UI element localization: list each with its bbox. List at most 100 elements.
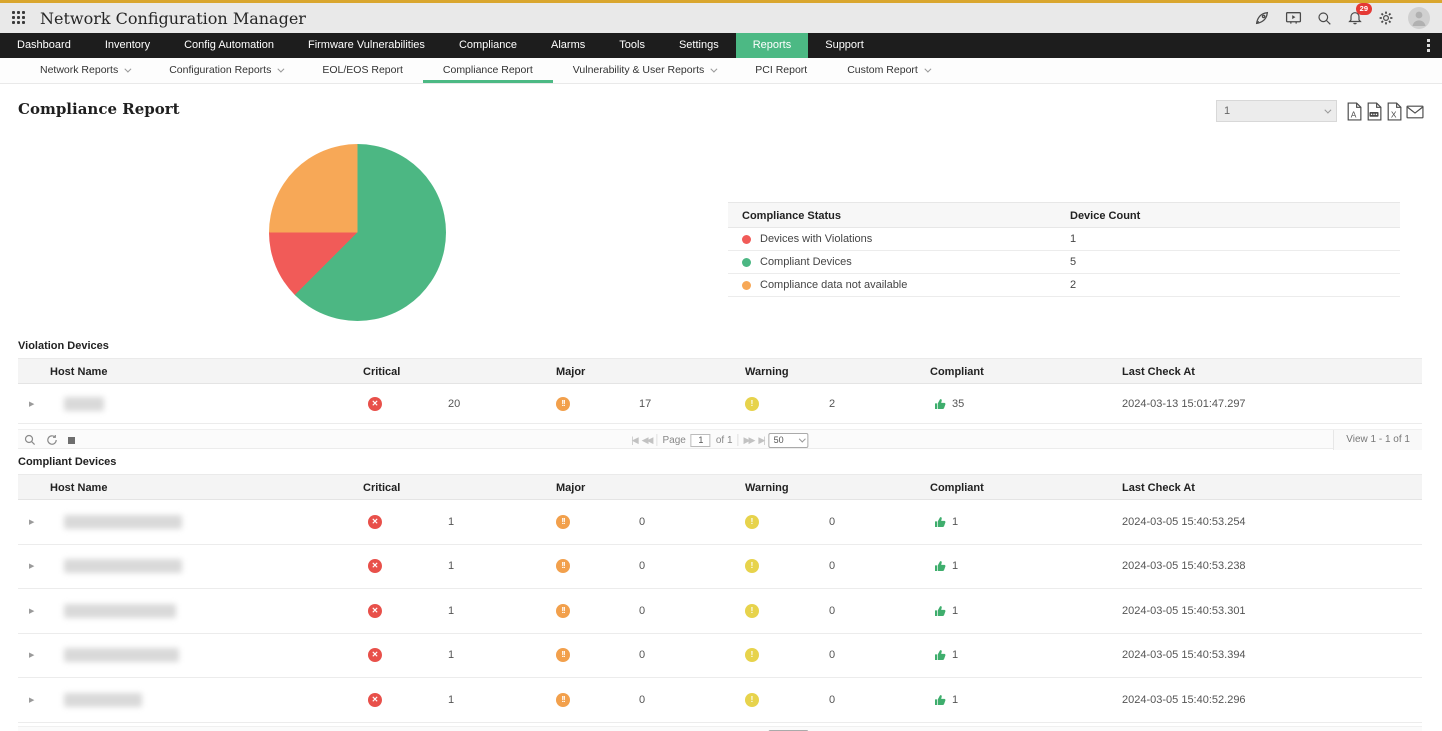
subnav-compliance-report[interactable]: Compliance Report xyxy=(423,58,553,83)
page-size-select[interactable]: 50 xyxy=(768,432,809,448)
green-dot-icon xyxy=(742,258,751,267)
redacted-host-name xyxy=(64,559,182,574)
thumbs-up-icon xyxy=(935,605,946,616)
major-icon: !! xyxy=(556,396,570,411)
table-header-row: Host Name Critical Major Warning Complia… xyxy=(18,358,1422,384)
violation-devices-title: Violation Devices xyxy=(18,340,109,352)
expand-row-icon[interactable]: ▶ xyxy=(29,696,35,704)
thumbs-up-icon xyxy=(935,516,946,527)
pagination-first-icon[interactable]: |◀ xyxy=(631,434,638,445)
critical-icon: ✕ xyxy=(368,396,382,411)
page-size-select[interactable]: 50 xyxy=(768,729,809,731)
view-range-label: View 1 - 1 of 1 xyxy=(1333,430,1422,450)
kebab-menu-icon[interactable] xyxy=(1415,33,1442,58)
expand-row-icon[interactable]: ▶ xyxy=(29,652,35,660)
nav-tab-settings[interactable]: Settings xyxy=(678,39,719,51)
brand-accent-strip xyxy=(0,0,1442,3)
user-avatar[interactable] xyxy=(1408,7,1430,29)
nav-tab-support[interactable]: Support xyxy=(825,39,864,51)
notification-bell-icon[interactable]: 29 xyxy=(1346,3,1372,27)
nav-tab-reports[interactable]: Reports xyxy=(735,33,809,58)
page-title: Compliance Report xyxy=(18,100,180,118)
chevron-down-icon xyxy=(124,65,132,73)
report-select[interactable]: 1 xyxy=(1216,100,1337,122)
expand-row-icon[interactable]: ▶ xyxy=(29,518,35,526)
legend-row-compliant: Compliant Devices 5 xyxy=(728,251,1400,274)
svg-text:A: A xyxy=(1351,109,1357,119)
critical-icon: ✕ xyxy=(368,692,382,707)
compliant-devices-title: Compliant Devices xyxy=(18,456,117,468)
violation-table-toolbar: |◀ ◀◀ Page of 1 ▶▶ ▶| 50 View 1 - 1 of 1 xyxy=(18,429,1422,450)
subnav-configuration-reports[interactable]: Configuration Reports xyxy=(149,58,302,83)
table-row: ▶ ✕ 1 !! 0 ! 0 1 2024-03-05 15:40:53.394 xyxy=(18,633,1422,678)
nav-tab-dashboard[interactable]: Dashboard xyxy=(17,39,71,51)
nav-tab-firmware-vulnerabilities[interactable]: Firmware Vulnerabilities xyxy=(307,39,425,51)
chevron-down-icon xyxy=(799,435,807,443)
table-row: ▶ ✕ 1 !! 0 ! 0 1 2024-03-05 15:40:53.254 xyxy=(18,500,1422,545)
expand-row-icon[interactable]: ▶ xyxy=(29,607,35,615)
nav-tab-tools[interactable]: Tools xyxy=(619,39,645,51)
notification-badge: 29 xyxy=(1355,3,1372,15)
export-xls-icon[interactable]: X xyxy=(1386,102,1404,122)
rocket-icon[interactable] xyxy=(1253,9,1271,27)
top-bar: Network Configuration Manager 29 xyxy=(0,3,1442,33)
subnav-custom-report[interactable]: Custom Report xyxy=(827,58,949,83)
gear-icon[interactable] xyxy=(1377,9,1395,27)
subnav-eol-eos-report[interactable]: EOL/EOS Report xyxy=(322,64,403,76)
major-icon: !! xyxy=(556,603,570,618)
legend-row-no-data: Compliance data not available 2 xyxy=(728,274,1400,297)
email-report-icon[interactable] xyxy=(1406,105,1424,125)
expand-row-icon[interactable]: ▶ xyxy=(29,563,35,571)
nav-tab-inventory[interactable]: Inventory xyxy=(104,39,151,51)
warning-icon: ! xyxy=(745,648,759,663)
search-icon[interactable] xyxy=(1315,9,1333,27)
table-row: ▶ ✕ 1 !! 0 ! 0 1 2024-03-05 15:40:53.301 xyxy=(18,589,1422,634)
nav-tab-compliance[interactable]: Compliance xyxy=(458,39,518,51)
compliance-report-page: Compliance Report 1 A X Compliance Statu… xyxy=(0,84,1442,731)
app-launcher-grid-icon[interactable] xyxy=(12,10,27,26)
subnav-pci-report[interactable]: PCI Report xyxy=(755,64,808,76)
chevron-down-icon xyxy=(1324,106,1332,114)
export-csv-icon[interactable] xyxy=(1366,102,1384,122)
subnav-vulnerability-user-reports[interactable]: Vulnerability & User Reports xyxy=(553,58,736,83)
table-row: ▶ ✕ 20 !! 17 ! 2 35 2024-03-13 15:01:47.… xyxy=(18,384,1422,424)
pagination-last-icon[interactable]: ▶| xyxy=(758,434,765,445)
page-number-input[interactable] xyxy=(690,433,711,447)
warning-icon: ! xyxy=(745,396,759,411)
warning-icon: ! xyxy=(745,559,759,574)
table-row: ▶ ✕ 1 !! 0 ! 0 1 2024-03-05 15:40:52.296 xyxy=(18,678,1422,723)
subnav-network-reports[interactable]: Network Reports xyxy=(20,58,149,83)
compliant-table-toolbar: |◀ ◀◀ Page of 1 ▶▶ ▶| 50 xyxy=(18,726,1422,731)
nav-tab-alarms[interactable]: Alarms xyxy=(551,39,586,51)
legend-header-row: Compliance Status Device Count xyxy=(728,202,1400,228)
major-icon: !! xyxy=(556,559,570,574)
pagination-prev-icon[interactable]: ◀◀ xyxy=(641,434,654,445)
thumbs-up-icon xyxy=(935,561,946,572)
pagination-next-icon[interactable]: ▶▶ xyxy=(743,434,756,445)
table-search-icon[interactable] xyxy=(24,434,36,446)
nav-tab-config-automation[interactable]: Config Automation xyxy=(184,39,274,51)
column-chooser-icon[interactable] xyxy=(68,436,75,444)
refresh-icon[interactable] xyxy=(46,434,58,446)
redacted-host-name xyxy=(64,692,142,707)
export-pdf-icon[interactable]: A xyxy=(1346,102,1364,122)
orange-dot-icon xyxy=(742,281,751,290)
compliance-pie-chart[interactable] xyxy=(269,144,446,321)
chevron-down-icon xyxy=(277,65,285,73)
critical-icon: ✕ xyxy=(368,603,382,618)
redacted-host-name xyxy=(64,603,176,618)
compliance-legend-table: Compliance Status Device Count Devices w… xyxy=(728,202,1400,297)
presentation-screen-icon[interactable] xyxy=(1284,9,1302,27)
pagination: |◀ ◀◀ Page of 1 ▶▶ ▶| 50 xyxy=(631,727,809,731)
reports-sub-navigation: Network Reports Configuration Reports EO… xyxy=(0,58,1442,84)
chevron-down-icon xyxy=(924,65,932,73)
red-dot-icon xyxy=(742,235,751,244)
warning-icon: ! xyxy=(745,692,759,707)
major-icon: !! xyxy=(556,692,570,707)
table-row: ▶ ✕ 1 !! 0 ! 0 1 2024-03-05 15:40:53.238 xyxy=(18,544,1422,589)
legend-row-violations: Devices with Violations 1 xyxy=(728,228,1400,251)
expand-row-icon[interactable]: ▶ xyxy=(29,400,35,408)
compliant-devices-table: Host Name Critical Major Warning Complia… xyxy=(18,474,1422,723)
thumbs-up-icon xyxy=(935,650,946,661)
critical-icon: ✕ xyxy=(368,559,382,574)
